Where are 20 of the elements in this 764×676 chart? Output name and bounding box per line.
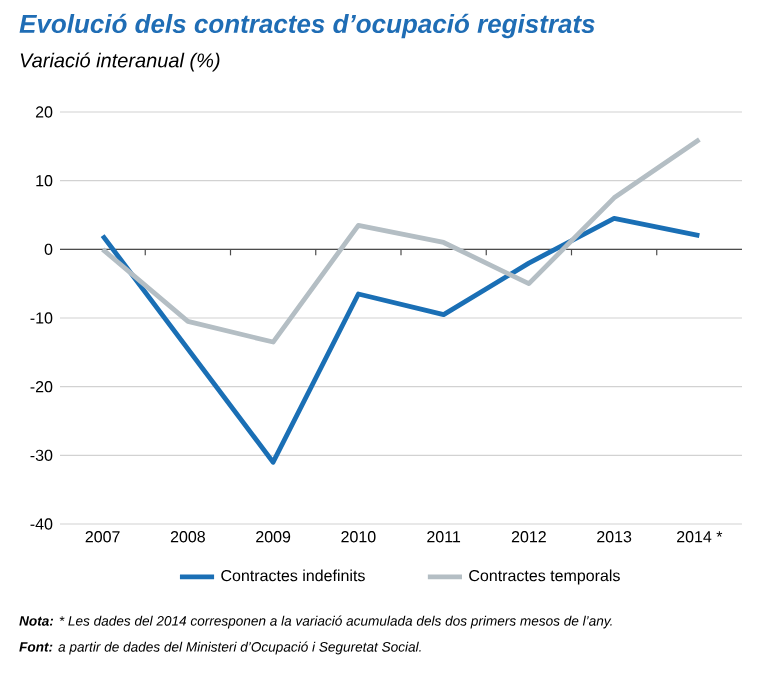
y-tick-label: -10 <box>30 312 53 324</box>
y-tick-label: -20 <box>30 381 53 393</box>
legend-label: Contractes temporals <box>469 569 620 585</box>
x-tick-label: 2013 <box>597 531 632 543</box>
y-tick-label: -40 <box>30 518 53 530</box>
x-tick-label: 2007 <box>85 531 120 543</box>
x-tick-label: 2011 <box>427 531 461 543</box>
y-tick-label: 20 <box>35 106 53 118</box>
x-tick-label: 2009 <box>256 531 291 543</box>
chart-subtitle: Variació interanual (%) <box>20 52 220 72</box>
x-tick-label: 2012 <box>511 531 546 543</box>
legend-label: Contractes indefinits <box>221 569 365 582</box>
chart-title: Evolució dels contractes d’ocupació registrats <box>19 13 595 39</box>
line-series <box>100 137 702 345</box>
y-tick-label: -30 <box>30 449 53 461</box>
y-tick-label: 0 <box>44 243 53 256</box>
x-tick-label: 2008 <box>170 531 205 543</box>
x-tick-label: 2014 * <box>677 531 723 543</box>
x-tick-label: 2010 <box>341 531 376 543</box>
y-tick-label: 10 <box>36 175 53 187</box>
